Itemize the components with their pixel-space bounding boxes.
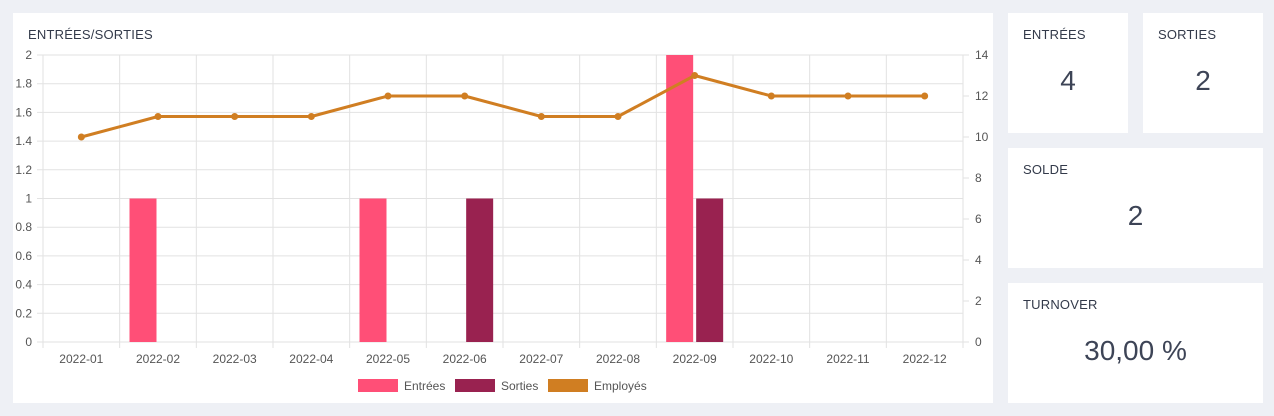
point-employes bbox=[844, 92, 852, 100]
y-right-tick-label: 6 bbox=[975, 212, 982, 226]
point-employes bbox=[307, 113, 315, 120]
stat-card-sorties: SORTIES 2 bbox=[1143, 13, 1263, 133]
bar-sorties bbox=[696, 198, 724, 342]
stat-value-sorties: 2 bbox=[1195, 65, 1211, 96]
x-tick-label: 2022-10 bbox=[749, 352, 793, 366]
stat-card-solde: SOLDE 2 bbox=[1008, 148, 1263, 268]
y-right-tick-label: 8 bbox=[975, 171, 982, 185]
y-left-tick-label: 0.4 bbox=[15, 278, 32, 292]
stat-value-entrees: 4 bbox=[1060, 65, 1076, 96]
y-right-tick-label: 0 bbox=[975, 335, 982, 349]
point-employes bbox=[537, 113, 545, 120]
x-tick-label: 2022-01 bbox=[59, 352, 103, 366]
stat-value-solde: 2 bbox=[1127, 200, 1144, 231]
point-employes bbox=[691, 72, 699, 79]
y-left-tick-label: 0.6 bbox=[15, 249, 32, 263]
y-left-tick-label: 1.4 bbox=[15, 134, 32, 148]
legend-swatch bbox=[455, 379, 495, 392]
bar-sorties bbox=[466, 198, 494, 342]
stat-label-sorties: SORTIES bbox=[1158, 27, 1217, 42]
y-left-tick-label: 1.8 bbox=[15, 77, 32, 91]
x-tick-label: 2022-05 bbox=[366, 352, 410, 366]
y-left-tick-label: 1.2 bbox=[15, 163, 32, 177]
bar-entrees bbox=[359, 198, 387, 342]
x-tick-label: 2022-11 bbox=[826, 352, 869, 366]
y-right-tick-label: 14 bbox=[975, 48, 989, 62]
point-employes bbox=[77, 133, 85, 141]
stat-label-turnover: TURNOVER bbox=[1023, 297, 1098, 312]
entrees-sorties-chart: 0 0.2 0.4 0.6 0.8 1 1.2 1.4 1.6 1.8 2 0 2 4 6 8 10 12 14 20… bbox=[15, 48, 989, 393]
legend-label: Entrées bbox=[404, 379, 445, 393]
stat-card-entrees: ENTRÉES 4 bbox=[1008, 13, 1128, 133]
x-tick-label: 2022-09 bbox=[673, 352, 717, 366]
y-left-tick-label: 0.2 bbox=[15, 306, 32, 320]
point-employes bbox=[614, 113, 622, 120]
x-tick-label: 2022-06 bbox=[443, 352, 487, 366]
x-tick-label: 2022-02 bbox=[136, 352, 180, 366]
y-right-tick-label: 2 bbox=[975, 294, 982, 308]
x-tick-label: 2022-08 bbox=[596, 352, 640, 366]
y-left-tick-label: 1.6 bbox=[15, 105, 32, 119]
point-employes bbox=[461, 92, 469, 100]
y-right-tick-label: 10 bbox=[975, 130, 989, 144]
legend-label: Sorties bbox=[501, 379, 538, 393]
y-left-tick-label: 0 bbox=[25, 335, 32, 349]
stat-label-solde: SOLDE bbox=[1023, 162, 1069, 177]
x-tick-label: 2022-07 bbox=[519, 352, 563, 366]
entrees-sorties-chart-card: ENTRÉES/SORTIES 0 0.2 0.4 0.6 0.8 1 1.2 1.4 1.6 1… bbox=[13, 13, 993, 403]
legend-swatch bbox=[358, 379, 398, 392]
y-left-tick-label: 0.8 bbox=[15, 220, 32, 234]
x-tick-label: 2022-12 bbox=[903, 352, 947, 366]
y-left-tick-label: 1 bbox=[25, 192, 32, 206]
point-employes bbox=[154, 113, 162, 120]
stat-value-turnover: 30,00 % bbox=[1084, 335, 1187, 366]
bar-entrees bbox=[666, 55, 694, 342]
point-employes bbox=[231, 113, 239, 120]
stat-card-turnover: TURNOVER 30,00 % bbox=[1008, 283, 1263, 403]
x-tick-label: 2022-03 bbox=[213, 352, 257, 366]
y-right-tick-label: 4 bbox=[975, 253, 982, 267]
y-right-tick-label: 12 bbox=[975, 89, 989, 103]
stat-label-entrees: ENTRÉES bbox=[1023, 27, 1086, 42]
point-employes bbox=[767, 92, 775, 100]
point-employes bbox=[921, 92, 929, 100]
y-left-tick-label: 2 bbox=[25, 48, 32, 62]
point-employes bbox=[384, 92, 392, 100]
legend-label: Employés bbox=[594, 379, 647, 393]
legend-swatch bbox=[548, 379, 588, 392]
bar-entrees bbox=[129, 198, 157, 342]
x-tick-label: 2022-04 bbox=[289, 352, 333, 366]
line-employes bbox=[80, 74, 925, 139]
chart-title: ENTRÉES/SORTIES bbox=[28, 27, 153, 42]
